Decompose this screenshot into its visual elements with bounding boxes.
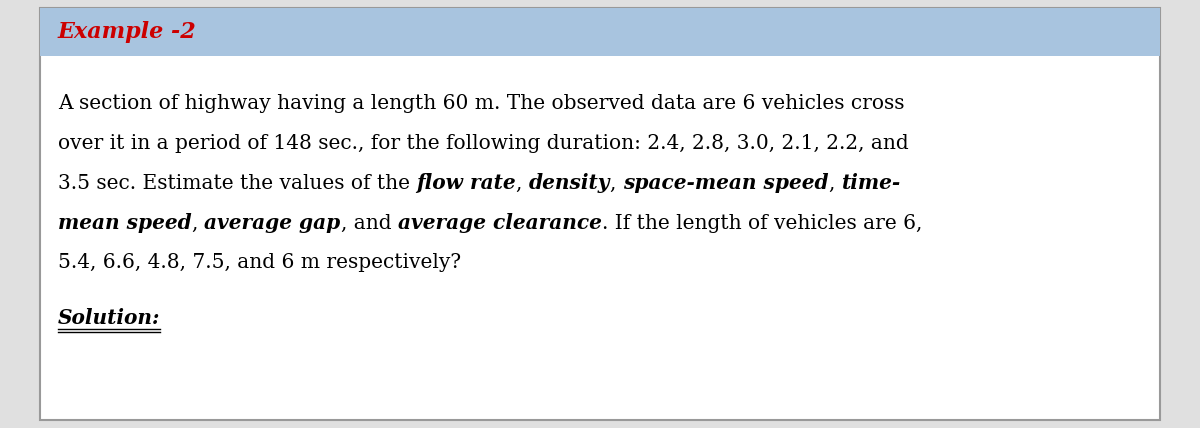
Text: ,: ,	[829, 173, 841, 193]
Text: ,: ,	[611, 173, 623, 193]
Text: , and: , and	[341, 214, 397, 232]
Text: time-: time-	[841, 173, 901, 193]
Text: mean speed: mean speed	[58, 213, 192, 233]
Text: flow rate: flow rate	[416, 173, 516, 193]
Text: average gap: average gap	[204, 213, 341, 233]
Text: A section of highway having a length 60 m. The observed data are 6 vehicles cros: A section of highway having a length 60 …	[58, 93, 905, 113]
Text: space-mean speed: space-mean speed	[623, 173, 829, 193]
Text: Example -2: Example -2	[58, 21, 197, 43]
Text: 5.4, 6.6, 4.8, 7.5, and 6 m respectively?: 5.4, 6.6, 4.8, 7.5, and 6 m respectively…	[58, 253, 461, 273]
Text: over it in a period of 148 sec., for the following duration: 2.4, 2.8, 3.0, 2.1,: over it in a period of 148 sec., for the…	[58, 134, 908, 152]
Text: . If the length of vehicles are 6,: . If the length of vehicles are 6,	[601, 214, 922, 232]
Text: average clearance: average clearance	[397, 213, 601, 233]
Text: ,: ,	[516, 173, 529, 193]
Text: density: density	[529, 173, 611, 193]
Text: Solution:: Solution:	[58, 308, 161, 328]
Text: 3.5 sec. Estimate the values of the: 3.5 sec. Estimate the values of the	[58, 173, 416, 193]
Text: ,: ,	[192, 214, 204, 232]
Bar	[40, 8, 1160, 56]
